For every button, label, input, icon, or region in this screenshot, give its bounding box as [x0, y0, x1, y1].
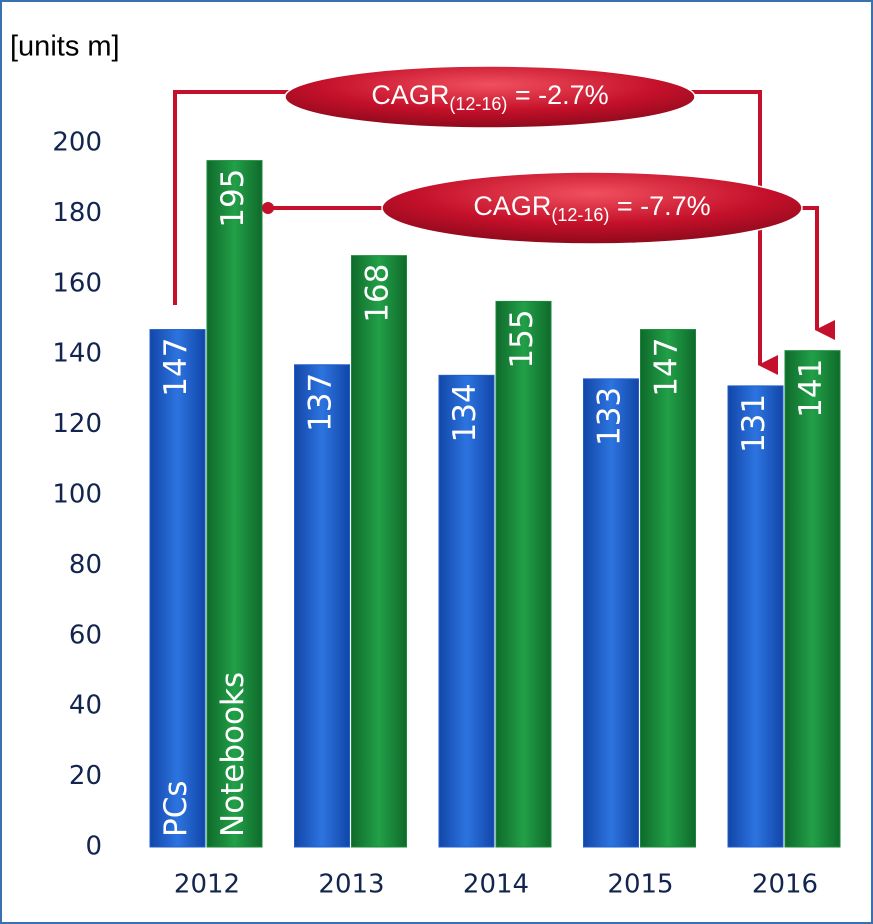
annotation: CAGR(12-16) = -7.7%	[473, 191, 710, 225]
y-tick-label: 100	[52, 480, 102, 510]
y-tick-label: 200	[52, 128, 102, 158]
x-tick-label: 2013	[318, 870, 384, 900]
bar	[784, 350, 841, 848]
value-label: 134	[447, 383, 483, 442]
value-label: 147	[158, 338, 194, 397]
value-label: 141	[793, 359, 829, 418]
annotation-text: = -2.7%	[507, 80, 608, 110]
annotation-text: CAGR	[371, 80, 449, 110]
bar	[727, 385, 784, 848]
annotation-sub: (12-16)	[449, 94, 507, 114]
bar	[640, 329, 696, 848]
y-tick-label: 20	[69, 761, 102, 791]
x-tick-label: 2016	[752, 870, 818, 900]
annotation: CAGR(12-16) = -2.7%	[371, 80, 608, 114]
value-label: 168	[360, 264, 396, 323]
y-tick-label: 160	[52, 268, 102, 298]
bar	[583, 378, 639, 848]
value-label: 131	[736, 394, 772, 453]
connector-dot	[262, 202, 274, 214]
y-tick-label: 60	[69, 620, 102, 650]
y-tick-label: 140	[52, 339, 102, 369]
bar	[294, 364, 350, 848]
bar	[206, 160, 263, 848]
y-axis-label: [units m]	[10, 31, 120, 63]
legend-label: PCs	[158, 781, 194, 838]
bar	[438, 374, 495, 848]
legend-label: Notebooks	[215, 672, 251, 837]
value-label: 195	[215, 169, 251, 228]
y-tick-label: 40	[69, 691, 102, 721]
annotation-text: = -7.7%	[609, 191, 710, 221]
value-label: 147	[649, 338, 685, 397]
x-tick-label: 2014	[463, 870, 529, 900]
bar	[149, 329, 206, 848]
annotation-bubble	[284, 65, 696, 129]
value-label: 155	[504, 309, 540, 368]
annotation-sub: (12-16)	[551, 205, 609, 225]
y-tick-label: 80	[69, 550, 102, 580]
bar	[495, 300, 552, 848]
value-label: 133	[592, 387, 628, 446]
x-tick-label: 2015	[607, 870, 673, 900]
y-tick-label: 180	[52, 198, 102, 228]
bar	[351, 255, 407, 848]
y-tick-label: 0	[85, 832, 102, 862]
value-label: 137	[303, 373, 339, 432]
x-tick-label: 2012	[174, 870, 240, 900]
annotation-text: CAGR	[473, 191, 551, 221]
y-tick-label: 120	[52, 409, 102, 439]
annotation-bubble	[381, 171, 803, 245]
